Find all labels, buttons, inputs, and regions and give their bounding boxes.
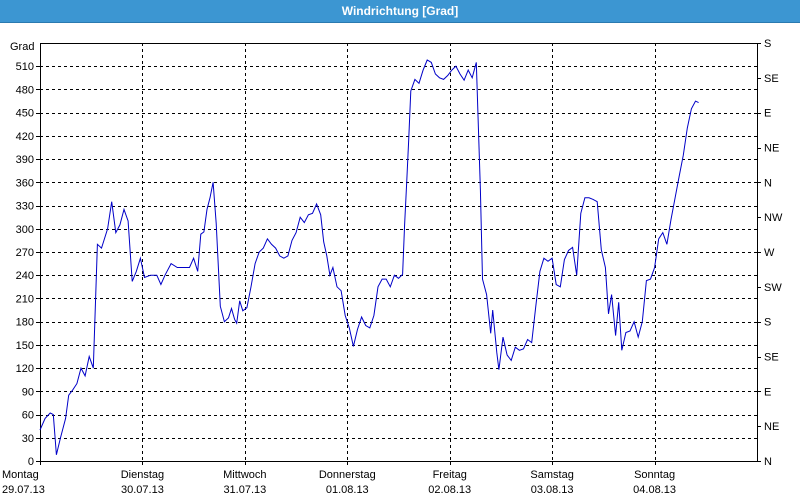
window-title: Windrichtung [Grad] <box>341 4 459 18</box>
series-layer <box>39 59 699 455</box>
y-tick-label: 150 <box>16 340 34 352</box>
y-tick-label: 0 <box>28 456 34 468</box>
compass-tick-label: SE <box>764 352 779 364</box>
y-tick-label: 90 <box>22 386 34 398</box>
y-tick-label: 270 <box>16 247 34 259</box>
x-tick-date: 02.08.13 <box>428 484 471 496</box>
y-tick-label: 60 <box>22 410 34 422</box>
y-tick-label: 300 <box>16 224 34 236</box>
y-tick-label: 120 <box>16 363 34 375</box>
x-tick-date: 31.07.13 <box>223 484 266 496</box>
right-axis: N NE E SE S SW W NW N NE E SE S <box>757 38 783 468</box>
left-axis: 0 30 60 90 120 150 180 210 240 270 300 330 360 390 420… <box>16 61 40 468</box>
compass-tick-label: SE <box>764 73 779 85</box>
x-tick-day: Sonntag <box>634 469 675 481</box>
x-tick-day: Samstag <box>530 469 573 481</box>
x-tick-date: 29.07.13 <box>2 484 45 496</box>
y-axis-label: Grad <box>10 41 34 53</box>
compass-tick-label: NE <box>764 421 779 433</box>
x-tick-date: 30.07.13 <box>121 484 164 496</box>
compass-tick-label: NW <box>764 212 783 224</box>
compass-tick-label: NE <box>764 143 779 155</box>
compass-tick-label: E <box>764 386 771 398</box>
compass-tick-label: S <box>764 38 771 50</box>
compass-tick-label: N <box>764 456 772 468</box>
y-tick-label: 360 <box>16 177 34 189</box>
compass-tick-label: E <box>764 108 771 120</box>
y-tick-label: 510 <box>16 61 34 73</box>
x-tick-day: Mittwoch <box>223 469 266 481</box>
x-axis: Montag 29.07.13 Dienstag 30.07.13 Mittwoch 31… <box>2 461 676 496</box>
y-tick-label: 450 <box>16 108 34 120</box>
y-tick-label: 30 <box>22 433 34 445</box>
window-title-bar: Windrichtung [Grad] <box>0 0 800 23</box>
wind-direction-series-line <box>39 59 699 455</box>
y-tick-label: 480 <box>16 84 34 96</box>
y-tick-label: 180 <box>16 317 34 329</box>
wind-direction-chart: Grad 0 30 60 90 120 150 180 210 240 270 300 330 360 3… <box>2 38 783 496</box>
compass-tick-label: N <box>764 177 772 189</box>
y-tick-label: 330 <box>16 201 34 213</box>
y-tick-label: 390 <box>16 154 34 166</box>
x-tick-date: 03.08.13 <box>531 484 574 496</box>
x-tick-date: 04.08.13 <box>633 484 676 496</box>
x-tick-day: Donnerstag <box>319 469 376 481</box>
grid-lines <box>40 43 757 461</box>
y-tick-label: 420 <box>16 131 34 143</box>
y-tick-label: 210 <box>16 293 34 305</box>
compass-tick-label: W <box>764 247 775 259</box>
compass-tick-label: SW <box>764 282 782 294</box>
x-tick-day: Dienstag <box>121 469 164 481</box>
x-tick-day: Freitag <box>433 469 467 481</box>
x-tick-day: Montag <box>2 469 39 481</box>
y-tick-label: 240 <box>16 270 34 282</box>
compass-tick-label: S <box>764 317 771 329</box>
x-tick-date: 01.08.13 <box>326 484 369 496</box>
